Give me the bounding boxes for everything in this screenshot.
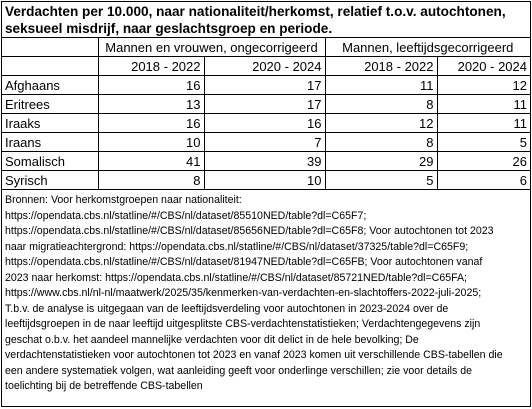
note-line: T.b.v. de analyse is uitgegaan van de le… xyxy=(5,302,449,315)
value-cell[interactable]: 12 xyxy=(436,75,530,95)
value-cell[interactable]: 11 xyxy=(436,113,530,133)
value-cell[interactable]: 6 xyxy=(436,170,530,190)
value-cell[interactable]: 16 xyxy=(203,113,326,133)
note-line: toelichting bij de betreffende CBS-tabel… xyxy=(5,380,203,392)
value-cell[interactable]: 12 xyxy=(324,113,438,133)
note-line: 2023 naar herkomst: https://opendata.cbs… xyxy=(5,271,467,284)
row-label[interactable]: Syrisch xyxy=(2,170,99,190)
table-row: Somalisch 41 39 29 26 xyxy=(2,151,530,171)
title-line-2: seksueel misdrijf, naar geslachtsgroep e… xyxy=(5,21,333,36)
table-row: Afghaans 16 17 11 12 xyxy=(2,75,530,95)
group-header-row: Mannen en vrouwen, ongecorrigeerd Mannen… xyxy=(2,38,530,57)
period-header[interactable]: 2020 - 2024 xyxy=(436,56,530,76)
table-row: Syrisch 8 10 5 6 xyxy=(2,170,530,190)
value-cell[interactable]: 8 xyxy=(97,170,205,190)
value-cell[interactable]: 8 xyxy=(324,132,438,152)
blank-cell[interactable] xyxy=(2,38,99,57)
note-line: naar migratieachtergrond: https://openda… xyxy=(5,240,469,253)
period-header[interactable]: 2018 - 2022 xyxy=(324,56,438,76)
value-cell[interactable]: 5 xyxy=(324,170,438,190)
value-cell[interactable]: 7 xyxy=(203,132,326,152)
value-cell[interactable]: 11 xyxy=(436,94,530,114)
note-line: verdachtenstatistieken voor autochtonen … xyxy=(5,349,503,361)
value-cell[interactable]: 17 xyxy=(203,75,326,95)
note-line: https://www.cbs.nl/nl-nl/maatwerk/2025/3… xyxy=(5,287,482,299)
table-row: Iraans 10 7 8 5 xyxy=(2,132,530,152)
note-line: een andere systematiek volgen, wat aanle… xyxy=(5,364,472,377)
row-label[interactable]: Iraaks xyxy=(2,113,99,133)
period-header[interactable]: 2020 - 2024 xyxy=(203,56,326,76)
value-cell[interactable]: 8 xyxy=(324,94,438,114)
value-cell[interactable]: 5 xyxy=(436,132,530,152)
value-cell[interactable]: 11 xyxy=(324,75,438,95)
value-cell[interactable]: 26 xyxy=(436,151,530,171)
note-line: Bronnen: Voor herkomstgroepen naar natio… xyxy=(5,194,242,206)
table-row: Eritrees 13 17 8 11 xyxy=(2,94,530,114)
group-header-unadjusted[interactable]: Mannen en vrouwen, ongecorrigeerd xyxy=(97,38,326,57)
group-header-age-adjusted[interactable]: Mannen, leeftijdsgecorrigeerd xyxy=(324,38,530,57)
value-cell[interactable]: 41 xyxy=(97,151,205,171)
period-header[interactable]: 2018 - 2022 xyxy=(97,56,205,76)
row-label[interactable]: Afghaans xyxy=(2,75,99,95)
value-cell[interactable]: 10 xyxy=(97,132,205,152)
value-cell[interactable]: 10 xyxy=(203,170,326,190)
period-header-row: 2018 - 2022 2020 - 2024 2018 - 2022 2020… xyxy=(2,56,530,76)
value-cell[interactable]: 16 xyxy=(97,75,205,95)
value-cell[interactable]: 39 xyxy=(203,151,326,171)
value-cell[interactable]: 17 xyxy=(203,94,326,114)
row-label[interactable]: Somalisch xyxy=(2,151,99,171)
value-cell[interactable]: 13 xyxy=(97,94,205,114)
blank-cell[interactable] xyxy=(2,56,99,76)
note-line: https://opendata.cbs.nl/statline/#/CBS/n… xyxy=(5,225,494,237)
table-row: Iraaks 16 16 12 11 xyxy=(2,113,530,133)
title-line-1: Verdachten per 10.000, naar nationalitei… xyxy=(5,4,506,19)
note-line: geschat o.b.v. het aandeel mannelijke ve… xyxy=(5,333,419,346)
sources-note[interactable]: Bronnen: Voor herkomstgroepen naar natio… xyxy=(2,190,530,395)
note-line: https://opendata.cbs.nl/statline/#/CBS/n… xyxy=(5,209,367,222)
value-cell[interactable]: 29 xyxy=(324,151,438,171)
value-cell[interactable]: 16 xyxy=(97,113,205,133)
row-label[interactable]: Iraans xyxy=(2,132,99,152)
note-line: leeftijdsgroepen in de naar leeftijd uit… xyxy=(5,318,481,330)
data-table: Mannen en vrouwen, ongecorrigeerd Mannen… xyxy=(2,38,530,190)
row-label[interactable]: Eritrees xyxy=(2,94,99,114)
note-line: https://opendata.cbs.nl/statline/#/CBS/n… xyxy=(5,256,483,268)
table-title: Verdachten per 10.000, naar nationalitei… xyxy=(2,2,530,38)
